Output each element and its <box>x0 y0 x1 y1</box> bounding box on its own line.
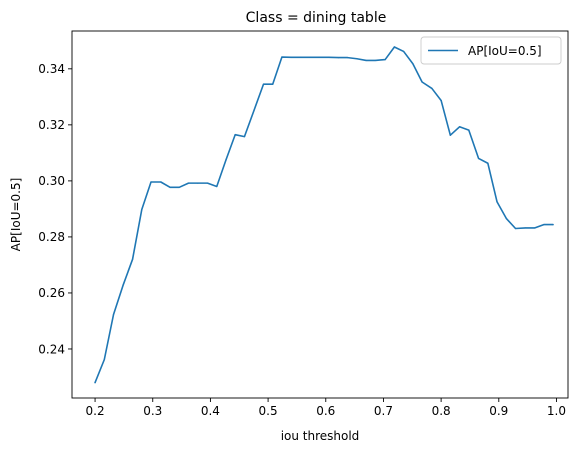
data-point <box>328 56 330 58</box>
data-point <box>178 186 180 188</box>
y-axis-label: AP[IoU=0.5] <box>9 178 23 252</box>
data-point <box>216 185 218 188</box>
data-point <box>384 58 386 61</box>
y-tick-label: 0.30 <box>38 174 65 188</box>
data-point <box>131 258 134 260</box>
data-point <box>468 129 470 131</box>
data-point <box>160 181 162 183</box>
data-point <box>552 223 554 226</box>
data-point <box>290 56 292 58</box>
plot-area <box>94 46 554 384</box>
data-point <box>543 223 545 226</box>
y-axis: 0.24 0.26 0.28 0.30 0.32 0.34 <box>38 62 72 356</box>
legend: AP[IoU=0.5] <box>420 36 562 65</box>
data-point <box>141 208 143 211</box>
data-point <box>449 134 451 136</box>
data-point <box>487 162 489 164</box>
series-line-0 <box>94 46 554 384</box>
x-axis: 0.2 0.3 0.4 0.5 0.6 0.7 0.8 0.9 1.0 <box>86 398 566 418</box>
data-point <box>421 81 423 83</box>
data-point <box>505 217 507 220</box>
data-point <box>309 56 311 58</box>
data-point <box>150 181 152 183</box>
x-tick-label: 0.9 <box>489 404 508 418</box>
data-point <box>440 99 442 102</box>
y-tick-label: 0.32 <box>38 118 65 132</box>
legend-box <box>420 36 562 65</box>
x-tick-label: 0.7 <box>374 404 393 418</box>
data-point <box>365 59 367 62</box>
data-point <box>225 159 227 161</box>
data-point <box>318 56 321 58</box>
data-point <box>122 283 124 286</box>
x-tick-label: 0.8 <box>432 404 451 418</box>
data-point <box>347 57 349 59</box>
x-tick-label: 1.0 <box>547 404 566 418</box>
data-point <box>272 83 274 85</box>
data-point <box>403 50 405 53</box>
x-tick-label: 0.6 <box>316 404 335 418</box>
x-axis-label: iou threshold <box>281 429 360 443</box>
data-point <box>187 182 190 184</box>
legend-label: AP[IoU=0.5] <box>468 44 542 58</box>
x-tick-label: 0.3 <box>143 404 162 418</box>
y-tick-label: 0.28 <box>38 230 65 244</box>
data-point <box>356 58 358 60</box>
chart-title: Class = dining table <box>246 10 387 26</box>
data-point <box>197 182 199 184</box>
data-point <box>112 313 115 316</box>
data-point <box>431 87 433 90</box>
data-point <box>169 186 171 188</box>
data-point <box>103 359 105 361</box>
data-point <box>514 227 517 230</box>
data-point <box>300 56 302 58</box>
data-point <box>234 134 236 136</box>
data-point <box>94 381 96 384</box>
data-point <box>337 57 340 59</box>
data-point <box>281 56 283 58</box>
x-tick-label: 0.5 <box>259 404 278 418</box>
data-point <box>412 63 414 65</box>
data-point <box>243 136 246 138</box>
y-tick-label: 0.24 <box>38 342 65 356</box>
data-point <box>496 201 498 203</box>
x-tick-label: 0.2 <box>86 404 105 418</box>
data-point <box>374 59 376 62</box>
data-point <box>533 227 536 229</box>
data-point <box>478 157 480 160</box>
data-point <box>262 83 265 85</box>
axes-frame <box>71 30 569 399</box>
data-point <box>458 126 461 128</box>
data-point <box>253 109 255 111</box>
y-tick-label: 0.26 <box>38 286 65 300</box>
y-tick-label: 0.34 <box>38 62 65 76</box>
data-point <box>524 227 526 229</box>
x-tick-label: 0.4 <box>201 404 220 418</box>
data-point <box>393 46 395 48</box>
data-point <box>206 182 209 184</box>
